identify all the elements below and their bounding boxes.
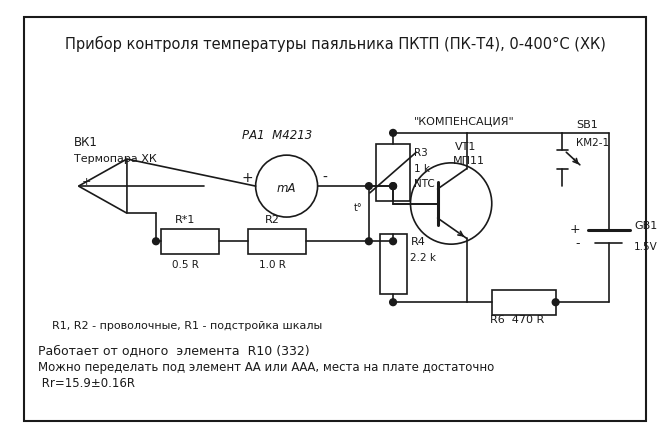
Text: R*1: R*1 bbox=[175, 215, 195, 225]
Circle shape bbox=[153, 238, 159, 245]
Text: Термопара ХК: Термопара ХК bbox=[74, 154, 157, 164]
Text: R6  470 R: R6 470 R bbox=[490, 314, 544, 325]
Text: 1.5V: 1.5V bbox=[634, 242, 658, 252]
Text: -: - bbox=[322, 171, 327, 185]
Circle shape bbox=[365, 183, 373, 190]
Text: КМ2-1: КМ2-1 bbox=[576, 138, 609, 148]
Circle shape bbox=[390, 238, 397, 245]
Text: МП11: МП11 bbox=[453, 156, 485, 166]
Text: SB1: SB1 bbox=[576, 120, 598, 130]
Text: NTC: NTC bbox=[414, 179, 435, 189]
Circle shape bbox=[390, 299, 397, 306]
Text: 0.5 R: 0.5 R bbox=[172, 261, 198, 270]
Text: +: + bbox=[570, 223, 580, 236]
Bar bbox=[248, 229, 306, 254]
Bar bbox=[379, 233, 407, 294]
Text: VT1: VT1 bbox=[455, 142, 476, 152]
Text: Rr=15.9±0.16R: Rr=15.9±0.16R bbox=[38, 377, 135, 390]
Text: -: - bbox=[576, 237, 580, 250]
Text: "КОМПЕНСАЦИЯ": "КОМПЕНСАЦИЯ" bbox=[414, 116, 515, 126]
Text: 1.0 R: 1.0 R bbox=[259, 261, 285, 270]
Text: GB1: GB1 bbox=[634, 221, 657, 231]
Bar bbox=[161, 229, 219, 254]
Circle shape bbox=[390, 183, 397, 190]
Circle shape bbox=[390, 183, 397, 190]
Bar bbox=[492, 290, 555, 315]
Circle shape bbox=[552, 299, 559, 306]
Text: РА1  M4213: РА1 M4213 bbox=[242, 129, 312, 142]
Bar bbox=[376, 145, 411, 201]
Text: Можно переделать под элемент АА или ААА, места на плате достаточно: Можно переделать под элемент АА или ААА,… bbox=[38, 360, 494, 374]
Text: t°: t° bbox=[354, 202, 362, 212]
Text: Прибор контроля температуры паяльника ПКТП (ПК-Т4), 0-400°С (ХК): Прибор контроля температуры паяльника ПК… bbox=[64, 36, 606, 52]
Text: R4: R4 bbox=[411, 237, 425, 247]
Text: Работает от одного  элемента  R10 (332): Работает от одного элемента R10 (332) bbox=[38, 344, 310, 357]
Text: 1 k: 1 k bbox=[414, 164, 430, 174]
Text: +: + bbox=[82, 177, 91, 187]
Circle shape bbox=[390, 130, 397, 136]
Text: mA: mA bbox=[277, 181, 296, 194]
Circle shape bbox=[365, 238, 373, 245]
Text: 2.2 k: 2.2 k bbox=[411, 253, 436, 263]
Text: R1, R2 - проволочные, R1 - подстройка шкалы: R1, R2 - проволочные, R1 - подстройка шк… bbox=[38, 321, 322, 332]
Text: +: + bbox=[241, 171, 253, 185]
Text: ВК1: ВК1 bbox=[74, 136, 98, 149]
Text: R2: R2 bbox=[265, 215, 279, 225]
Text: R3: R3 bbox=[414, 148, 428, 159]
